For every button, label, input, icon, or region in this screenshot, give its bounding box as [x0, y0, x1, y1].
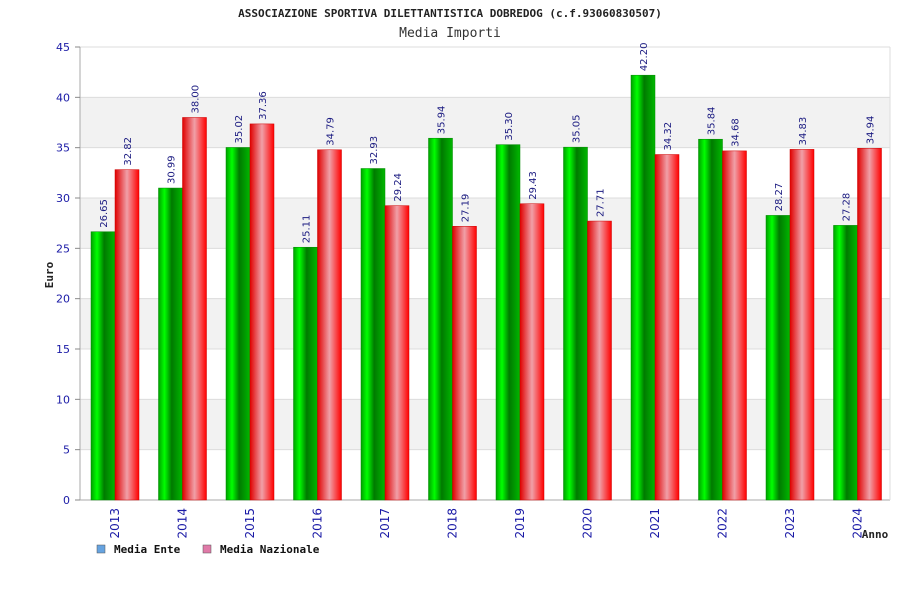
bar-media-ente — [765, 215, 791, 501]
value-label: 29.43 — [528, 171, 539, 200]
plot-band — [80, 298, 890, 349]
value-label: 32.93 — [369, 136, 380, 165]
bar-media-ente — [495, 144, 521, 501]
value-label: 35.05 — [572, 115, 583, 144]
value-label: 38.00 — [191, 85, 202, 114]
bar-media-ente — [158, 187, 183, 501]
x-tick-label: 2019 — [513, 508, 527, 539]
legend-swatch — [96, 544, 106, 554]
legend: Media Ente Media Nazionale — [96, 543, 320, 556]
bar-media-nazionale — [654, 154, 680, 501]
value-label: 35.84 — [707, 107, 718, 136]
bar-media-ente — [833, 225, 858, 501]
x-tick-label: 2015 — [243, 508, 257, 539]
bar-media-ente — [630, 74, 656, 501]
bar-media-nazionale — [789, 149, 815, 501]
bar-media-nazionale — [857, 148, 882, 501]
bar-media-ente — [698, 138, 723, 501]
legend-label: Media Ente — [114, 543, 181, 556]
bar-media-ente — [360, 168, 386, 501]
x-tick-label: 2020 — [581, 508, 595, 539]
x-tick-label: 2014 — [176, 508, 190, 539]
value-label: 37.36 — [258, 91, 269, 120]
y-tick-label: 25 — [56, 242, 70, 255]
y-tick-label: 30 — [56, 192, 70, 205]
y-axis-label: Euro — [43, 261, 56, 288]
legend-swatch — [202, 544, 212, 554]
value-label: 35.30 — [504, 112, 515, 141]
y-axis-ticks: 0 5 10 15 20 25 30 35 40 45 — [56, 41, 80, 507]
x-tick-label: 2018 — [446, 508, 460, 539]
value-label: 27.19 — [461, 194, 472, 223]
bar-media-ente — [90, 231, 116, 501]
value-label: 26.65 — [99, 199, 110, 228]
value-label: 42.20 — [639, 43, 650, 72]
bar-media-nazionale — [452, 226, 477, 501]
y-tick-label: 5 — [63, 444, 70, 457]
value-label: 35.02 — [234, 115, 245, 144]
chart-title: ASSOCIAZIONE SPORTIVA DILETTANTISTICA DO… — [238, 7, 662, 20]
value-label: 34.94 — [866, 116, 877, 145]
value-label: 34.32 — [663, 122, 674, 151]
value-label: 32.82 — [123, 137, 134, 166]
x-axis-ticks: 2013 2014 2015 2016 2017 2018 2019 2020 2021 2022… — [108, 508, 865, 539]
value-label: 35.94 — [437, 106, 448, 135]
plot-background — [80, 47, 890, 500]
bar-media-nazionale — [384, 205, 410, 501]
value-label: 34.79 — [326, 117, 337, 146]
gridlines — [79, 46, 891, 501]
value-label: 28.27 — [774, 183, 785, 212]
x-tick-label: 2023 — [783, 508, 797, 539]
bar-media-ente — [428, 137, 453, 501]
x-tick-label: 2022 — [716, 508, 730, 539]
y-tick-label: 15 — [56, 343, 70, 356]
bar-media-ente — [563, 146, 588, 501]
y-tick-label: 20 — [56, 293, 70, 306]
y-tick-label: 40 — [56, 91, 70, 104]
bar-media-nazionale — [249, 123, 275, 501]
bar-media-ente — [225, 147, 251, 501]
x-tick-label: 2024 — [851, 508, 865, 539]
y-tick-label: 10 — [56, 393, 70, 406]
bar-media-nazionale — [114, 169, 140, 501]
plot-band — [80, 399, 890, 450]
bar-media-nazionale — [587, 220, 612, 501]
value-label: 27.28 — [842, 193, 853, 222]
chart-subtitle: Media Importi — [399, 26, 501, 41]
x-tick-label: 2016 — [311, 508, 325, 539]
x-tick-label: 2021 — [648, 508, 662, 539]
value-label: 30.99 — [167, 155, 178, 184]
bar-media-nazionale — [317, 149, 342, 501]
y-tick-label: 0 — [63, 494, 70, 507]
value-label: 34.83 — [798, 117, 809, 146]
plot-band — [80, 198, 890, 249]
value-label: 27.71 — [596, 188, 607, 217]
value-label: 34.68 — [731, 118, 742, 147]
value-label: 25.11 — [302, 215, 313, 244]
bar-media-nazionale — [182, 117, 207, 501]
legend-label: Media Nazionale — [220, 543, 320, 556]
y-tick-label: 35 — [56, 142, 70, 155]
bar-media-nazionale — [722, 150, 747, 501]
y-tick-label: 45 — [56, 41, 70, 54]
x-tick-label: 2013 — [108, 508, 122, 539]
bar-media-nazionale — [519, 203, 545, 501]
x-axis-label: Anno — [862, 528, 889, 541]
bars — [90, 74, 882, 501]
bar-media-ente — [293, 246, 318, 501]
value-label: 29.24 — [393, 173, 404, 202]
value-labels: 26.65 32.82 30.99 38.00 35.02 37.36 25.11 34.79… — [99, 43, 877, 244]
plot-band — [80, 97, 890, 148]
x-tick-label: 2017 — [378, 508, 392, 539]
